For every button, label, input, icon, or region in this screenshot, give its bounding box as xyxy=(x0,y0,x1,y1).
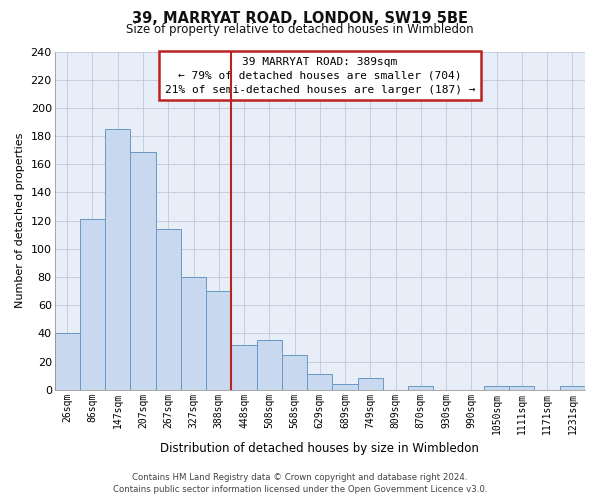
Bar xyxy=(181,277,206,390)
Bar xyxy=(130,152,155,390)
Text: Contains HM Land Registry data © Crown copyright and database right 2024.
Contai: Contains HM Land Registry data © Crown c… xyxy=(113,472,487,494)
Bar xyxy=(307,374,332,390)
Bar xyxy=(408,386,433,390)
Text: Size of property relative to detached houses in Wimbledon: Size of property relative to detached ho… xyxy=(126,22,474,36)
Y-axis label: Number of detached properties: Number of detached properties xyxy=(15,133,25,308)
Bar xyxy=(257,340,282,390)
X-axis label: Distribution of detached houses by size in Wimbledon: Distribution of detached houses by size … xyxy=(160,442,479,455)
Bar xyxy=(509,386,535,390)
Bar xyxy=(232,344,257,390)
Bar xyxy=(282,354,307,390)
Text: 39, MARRYAT ROAD, LONDON, SW19 5BE: 39, MARRYAT ROAD, LONDON, SW19 5BE xyxy=(132,11,468,26)
Bar xyxy=(332,384,358,390)
Text: 39 MARRYAT ROAD: 389sqm
← 79% of detached houses are smaller (704)
21% of semi-d: 39 MARRYAT ROAD: 389sqm ← 79% of detache… xyxy=(164,56,475,94)
Bar xyxy=(155,229,181,390)
Bar xyxy=(358,378,383,390)
Bar xyxy=(80,219,105,390)
Bar xyxy=(105,129,130,390)
Bar xyxy=(560,386,585,390)
Bar xyxy=(55,334,80,390)
Bar xyxy=(206,291,232,390)
Bar xyxy=(484,386,509,390)
